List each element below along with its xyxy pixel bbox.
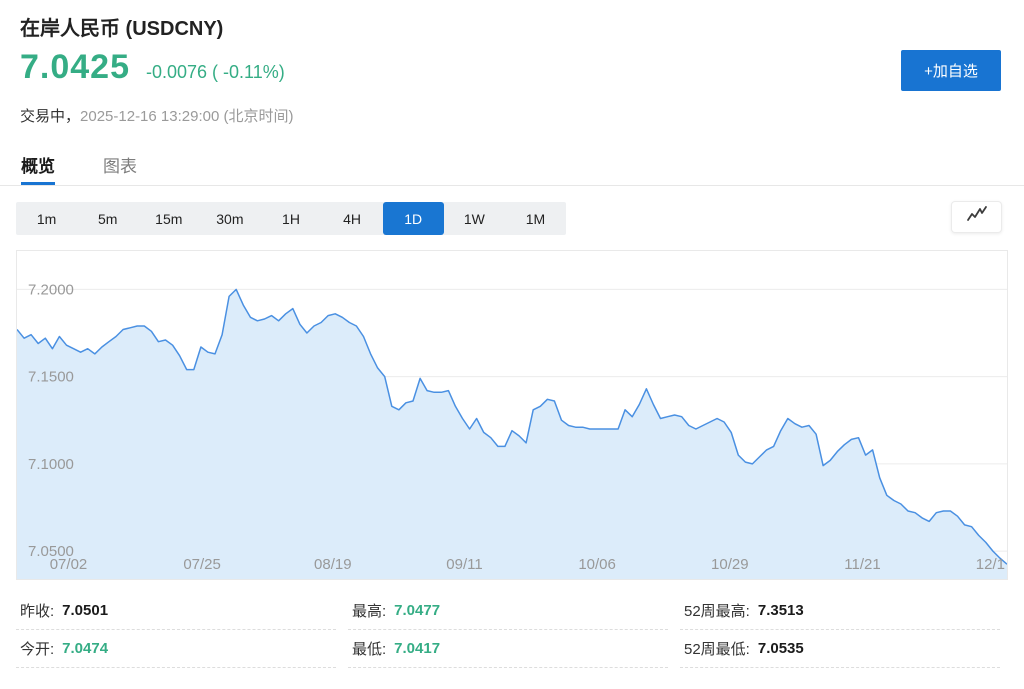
quote-timestamp: 2025-12-16 13:29:00 (北京时间) xyxy=(80,108,294,125)
timeframe-1m[interactable]: 1m xyxy=(36,210,57,227)
price-row: 7.0425 -0.0076 ( -0.11%) xyxy=(20,48,285,87)
stats-grid: 昨收: 7.0501 最高: 7.0477 52周最高: 7.3513 今开: … xyxy=(16,592,1008,668)
current-price: 7.0425 xyxy=(20,48,130,86)
chart-style-button[interactable] xyxy=(951,201,1002,233)
stat-open: 今开: 7.0474 xyxy=(16,630,336,668)
stat-low: 最低: 7.0417 xyxy=(348,630,668,668)
trading-status: 交易中，2025-12-16 13:29:00 (北京时间) xyxy=(20,105,293,126)
tab-chart[interactable]: 图表 xyxy=(103,157,137,176)
price-change: -0.0076 ( -0.11%) xyxy=(146,62,285,82)
stat-prev-close: 昨收: 7.0501 xyxy=(16,592,336,630)
svg-text:09/11: 09/11 xyxy=(446,556,482,573)
timeframe-1m-month[interactable]: 1M xyxy=(525,210,546,227)
svg-text:08/19: 08/19 xyxy=(314,556,352,573)
svg-text:10/06: 10/06 xyxy=(578,556,616,573)
timeframe-1w[interactable]: 1W xyxy=(463,210,485,227)
timeframe-30m[interactable]: 30m xyxy=(216,210,244,227)
svg-text:7.2000: 7.2000 xyxy=(28,281,74,298)
svg-text:07/02: 07/02 xyxy=(50,556,88,573)
trend-line-icon xyxy=(965,205,989,230)
stat-52w-low: 52周最低: 7.0535 xyxy=(680,630,1000,668)
timeframe-1d[interactable]: 1D xyxy=(382,202,444,235)
stat-52w-high: 52周最高: 7.3513 xyxy=(680,592,1000,630)
page-title: 在岸人民币 (USDCNY) xyxy=(20,18,224,40)
price-chart[interactable]: 7.2000 7.1500 7.1000 7.0500 07/02 07/25 08/19 0… xyxy=(16,250,1008,580)
svg-text:07/25: 07/25 xyxy=(183,556,221,573)
svg-text:7.1500: 7.1500 xyxy=(28,369,74,386)
svg-text:10/29: 10/29 xyxy=(711,556,749,573)
tab-overview[interactable]: 概览 xyxy=(21,148,55,185)
timeframe-bar: 1m 5m 15m 30m 1H 4H 1D 1W 1M xyxy=(16,202,566,235)
svg-text:7.0500: 7.0500 xyxy=(28,543,74,560)
svg-text:11/21: 11/21 xyxy=(844,556,880,573)
trading-status-label: 交易中， xyxy=(20,108,81,125)
add-watchlist-button[interactable]: +加自选 xyxy=(901,50,1001,91)
timeframe-5m[interactable]: 5m xyxy=(97,210,118,227)
svg-text:12/1: 12/1 xyxy=(976,556,1005,573)
stat-high: 最高: 7.0477 xyxy=(348,592,668,630)
timeframe-15m[interactable]: 15m xyxy=(155,210,183,227)
timeframe-1h[interactable]: 1H xyxy=(282,210,300,227)
svg-text:7.1000: 7.1000 xyxy=(28,456,74,473)
tab-bar: 概览 图表 xyxy=(0,148,1024,186)
timeframe-4h[interactable]: 4H xyxy=(343,210,362,227)
